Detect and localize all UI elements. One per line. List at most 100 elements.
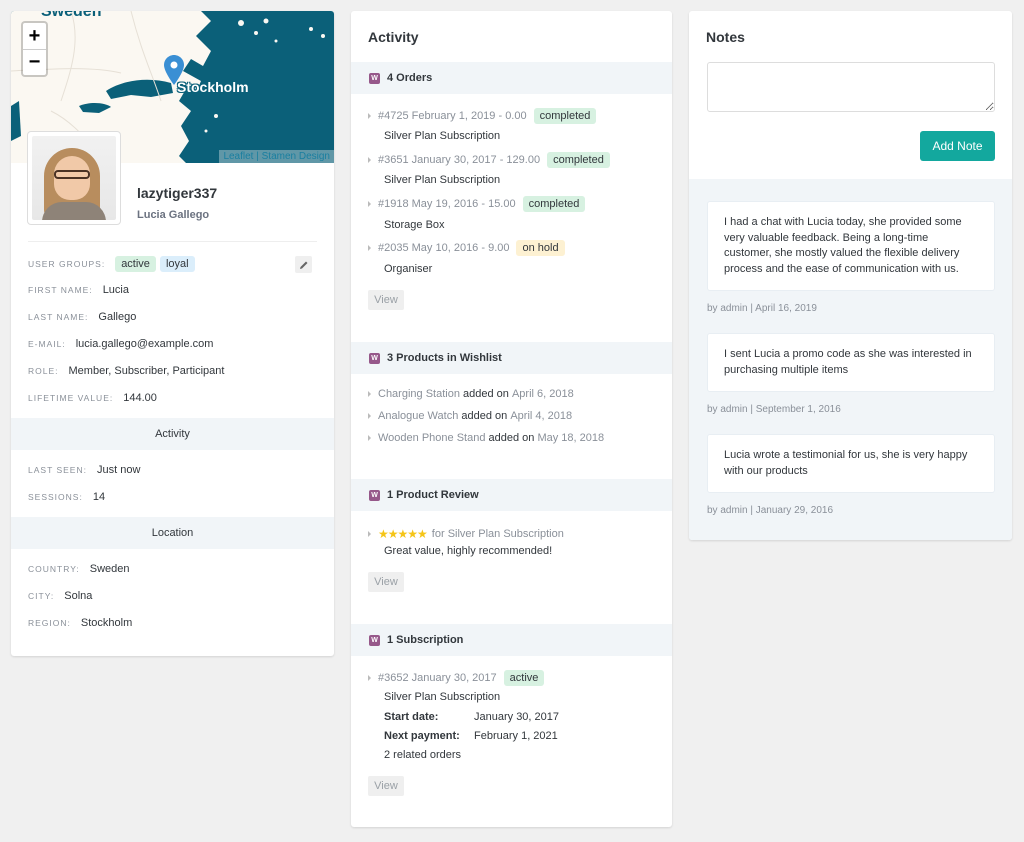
wishlist-date: April 4, 2018 [510, 410, 573, 422]
map-zoom-control: + − [21, 21, 48, 77]
order-meta[interactable]: #1918 May 19, 2016 - 15.00 [378, 198, 516, 210]
order-row[interactable]: #2035 May 10, 2016 - 9.00 on hold [368, 240, 565, 256]
field-role: Role: Member, Subscriber, Participant [28, 361, 224, 381]
orders-header: W 4 Orders [351, 62, 672, 94]
field-value: 14 [92, 491, 106, 503]
avatar-photo [32, 136, 116, 220]
status-badge: on hold [516, 240, 565, 256]
map-attribution[interactable]: Leaflet | Stamen Design [219, 150, 334, 163]
start-date-label: Start date: [384, 711, 439, 723]
added-on-text: added on [488, 432, 535, 444]
start-date-value: January 30, 2017 [474, 711, 560, 723]
order-product: Silver Plan Subscription [384, 174, 501, 186]
view-orders-button[interactable]: View [368, 290, 404, 310]
related-orders-link[interactable]: 2 related orders [384, 749, 462, 761]
field-value: Gallego [98, 311, 137, 323]
full-name: Lucia Gallego [137, 209, 210, 221]
wishlist-product[interactable]: Analogue Watch [378, 410, 459, 422]
status-badge: completed [522, 196, 586, 212]
field-value: Just now [96, 464, 141, 476]
order-product: Storage Box [384, 219, 445, 231]
subscription-start-date: Start date: January 30, 2017 [384, 711, 559, 723]
caret-right-icon [368, 245, 371, 251]
order-meta[interactable]: #2035 May 10, 2016 - 9.00 [378, 242, 510, 254]
caret-right-icon [368, 113, 371, 119]
note-item: I had a chat with Lucia today, she provi… [707, 201, 995, 291]
order-row[interactable]: #4725 February 1, 2019 - 0.00 completed [368, 108, 597, 124]
view-reviews-button[interactable]: View [368, 572, 404, 592]
field-value: Solna [64, 590, 93, 602]
added-on-text: added on [463, 388, 509, 400]
wishlist-heading: 3 Products in Wishlist [387, 352, 502, 364]
caret-right-icon [368, 391, 371, 397]
field-email: E-mail: lucia.gallego@example.com [28, 334, 213, 354]
field-label: Role: [28, 366, 59, 376]
location-section-header: Location [11, 517, 334, 549]
note-item: I sent Lucia a promo code as she was int… [707, 333, 995, 392]
field-first-name: First name: Lucia [28, 280, 129, 300]
wishlist-date: April 6, 2018 [511, 388, 574, 400]
status-badge: completed [533, 108, 597, 124]
add-note-button[interactable]: Add Note [920, 131, 995, 161]
zoom-in-button[interactable]: + [28, 24, 41, 47]
field-value: Lucia [102, 284, 129, 296]
field-label: First name: [28, 285, 93, 295]
review-row: ★★★★★ for Silver Plan Subscription [368, 527, 564, 541]
order-row[interactable]: #1918 May 19, 2016 - 15.00 completed [368, 196, 586, 212]
field-label: Last name: [28, 312, 89, 322]
caret-right-icon [368, 531, 371, 537]
next-payment-label: Next payment: [384, 730, 460, 742]
reviews-header: W 1 Product Review [351, 479, 672, 511]
reviews-heading: 1 Product Review [387, 489, 479, 501]
field-value: Member, Subscriber, Participant [68, 365, 225, 377]
wishlist-product[interactable]: Wooden Phone Stand [378, 432, 486, 444]
subscription-meta[interactable]: #3652 January 30, 2017 [378, 672, 497, 684]
note-meta: by admin | September 1, 2016 [707, 404, 841, 415]
woocommerce-icon: W [369, 352, 380, 364]
order-meta[interactable]: #3651 January 30, 2017 - 129.00 [378, 154, 541, 166]
group-tag-active: active [115, 256, 156, 272]
map-country-label: Sweden [41, 11, 102, 20]
profile-card: Sweden + − Stockholm Leaflet | Stamen De… [11, 11, 334, 656]
field-label: Country: [28, 564, 80, 574]
notes-card: Notes Add Note I had a chat with Lucia t… [689, 11, 1012, 540]
caret-right-icon [368, 675, 371, 681]
field-sessions: Sessions: 14 [28, 487, 105, 507]
field-label: E-mail: [28, 339, 66, 349]
subscription-next-payment: Next payment: February 1, 2021 [384, 730, 558, 742]
activity-title: Activity [368, 29, 419, 45]
field-value: lucia.gallego@example.com [75, 338, 214, 350]
zoom-out-button[interactable]: − [23, 49, 46, 75]
order-meta[interactable]: #4725 February 1, 2019 - 0.00 [378, 110, 527, 122]
note-textarea[interactable] [707, 62, 995, 112]
order-product: Organiser [384, 263, 433, 275]
orders-heading: 4 Orders [387, 72, 433, 84]
caret-right-icon [368, 201, 371, 207]
field-country: Country: Sweden [28, 559, 130, 579]
field-value: Sweden [89, 563, 130, 575]
view-subscription-button[interactable]: View [368, 776, 404, 796]
field-value: 144.00 [123, 392, 157, 404]
subscription-row[interactable]: #3652 January 30, 2017 active [368, 670, 545, 686]
note-meta: by admin | April 16, 2019 [707, 303, 817, 314]
field-last-name: Last name: Gallego [28, 307, 136, 327]
field-region: Region: Stockholm [28, 613, 132, 633]
review-product[interactable]: for Silver Plan Subscription [431, 528, 564, 540]
field-label: Last seen: [28, 465, 87, 475]
edit-groups-button[interactable] [295, 256, 312, 273]
divider [28, 241, 317, 242]
star-rating-icon: ★★★★★ [378, 527, 428, 541]
order-row[interactable]: #3651 January 30, 2017 - 129.00 complete… [368, 152, 610, 168]
field-lifetime-value: Lifetime value: 144.00 [28, 388, 157, 408]
status-badge: completed [547, 152, 610, 168]
wishlist-header: W 3 Products in Wishlist [351, 342, 672, 374]
next-payment-value: February 1, 2021 [474, 730, 558, 742]
map-pin-icon[interactable] [164, 55, 184, 87]
activity-section-header: Activity [11, 418, 334, 450]
wishlist-product[interactable]: Charging Station [378, 388, 460, 400]
field-last-seen: Last seen: Just now [28, 460, 140, 480]
wishlist-item: Analogue Watch added on April 4, 2018 [368, 410, 572, 422]
user-groups-row: User groups: active loyal [28, 254, 199, 274]
notes-list: I had a chat with Lucia today, she provi… [689, 179, 1012, 540]
note-item: Lucia wrote a testimonial for us, she is… [707, 434, 995, 493]
